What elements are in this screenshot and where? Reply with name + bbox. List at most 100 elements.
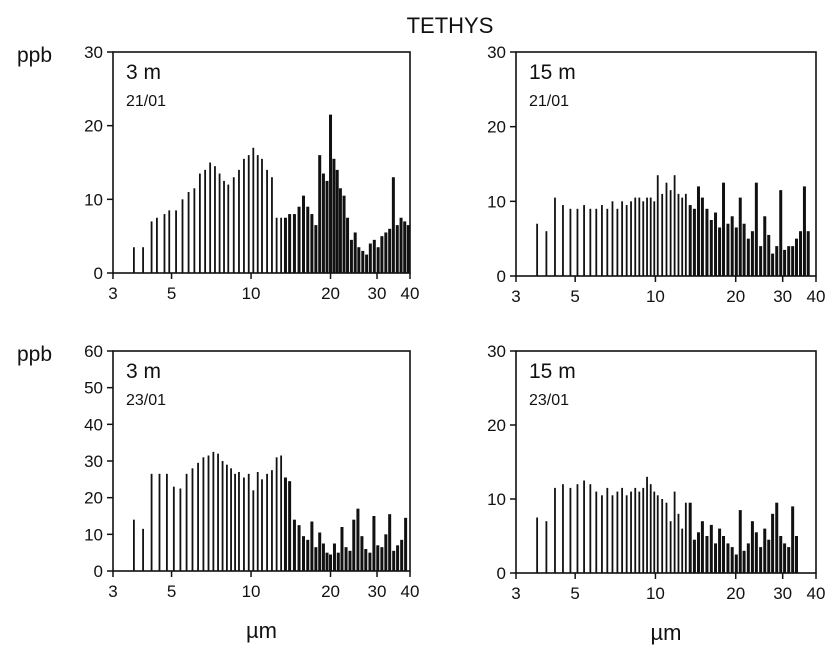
bar: [400, 539, 404, 571]
bar: [709, 524, 713, 573]
bar: [783, 249, 787, 276]
bar: [404, 517, 408, 571]
bar: [185, 473, 188, 571]
bar: [665, 502, 668, 573]
bar: [384, 232, 388, 273]
bar: [630, 491, 632, 573]
bar: [642, 201, 645, 276]
bar: [767, 234, 771, 276]
bar: [360, 536, 364, 571]
bar: [673, 491, 676, 573]
bar: [297, 525, 301, 571]
bar: [759, 547, 763, 573]
bar: [806, 231, 810, 276]
bar: [714, 543, 718, 573]
bar: [232, 177, 235, 273]
x-axis-label: µm: [650, 620, 681, 645]
bar: [771, 513, 775, 573]
bar: [261, 158, 263, 273]
date-label: 21/01: [529, 93, 569, 110]
bar: [681, 197, 684, 276]
x-tick-label: 5: [570, 287, 579, 306]
bar: [536, 517, 539, 573]
bar: [684, 193, 687, 276]
plot-frame: [112, 51, 411, 274]
panel-15m-2301: 0 10 20 30 3 5 10 20 30 40 15 m 23/01 µm: [487, 342, 825, 645]
bar: [283, 477, 287, 571]
bar: [722, 536, 726, 573]
bar: [318, 155, 322, 273]
bar: [763, 216, 767, 276]
bar: [396, 545, 400, 571]
bar: [325, 552, 329, 571]
bar: [391, 177, 395, 273]
x-tick-label: 30: [773, 287, 792, 306]
bar: [288, 214, 292, 273]
x-tick-label: 30: [368, 582, 387, 601]
bar: [266, 169, 268, 273]
bar: [616, 491, 619, 573]
bar: [554, 197, 556, 276]
bar: [214, 166, 216, 273]
bar: [718, 528, 722, 573]
y-tick-label: 30: [84, 452, 103, 471]
bar: [288, 481, 292, 571]
bar: [649, 197, 652, 276]
bar: [380, 236, 384, 273]
bar: [763, 528, 767, 573]
y-tick-label: 40: [84, 415, 103, 434]
bar: [684, 502, 687, 573]
bar: [332, 543, 336, 571]
plot-frame: [515, 350, 817, 574]
bar: [172, 486, 175, 571]
bar: [681, 528, 684, 573]
bar: [726, 543, 730, 573]
x-tick-label: 20: [726, 584, 745, 603]
bar: [634, 197, 637, 276]
bar: [234, 473, 236, 571]
bar: [625, 205, 628, 276]
bar: [746, 543, 750, 573]
bar: [225, 464, 228, 571]
bar: [165, 473, 168, 571]
y-tick-label: 10: [487, 192, 506, 211]
bar: [734, 554, 738, 573]
y-tick-label: 20: [84, 489, 103, 508]
y-tick-label: 0: [94, 562, 103, 581]
bar: [536, 223, 539, 276]
bar: [562, 205, 564, 276]
bar: [779, 190, 783, 276]
bar: [227, 184, 230, 273]
bar: [352, 519, 356, 571]
x-tick-label: 5: [167, 582, 176, 601]
bar: [310, 521, 314, 571]
bar: [677, 513, 680, 573]
bar: [230, 468, 232, 571]
x-tick-label: 40: [807, 287, 826, 306]
bar: [734, 227, 738, 276]
x-tick-label: 10: [242, 284, 261, 303]
date-label: 21/01: [126, 93, 166, 110]
x-tick-label: 10: [646, 287, 665, 306]
bar: [621, 201, 624, 276]
bar: [321, 543, 325, 571]
bar: [616, 208, 619, 276]
bar: [209, 162, 212, 273]
bar: [329, 554, 333, 571]
y-tick-label: 10: [487, 490, 506, 509]
bar: [275, 217, 278, 273]
bar: [271, 470, 273, 571]
y-tick-label: 0: [497, 564, 506, 583]
bar: [611, 495, 614, 573]
x-tick-label: 20: [321, 582, 340, 601]
bar: [310, 214, 314, 273]
bar: [661, 499, 664, 573]
bar: [759, 246, 763, 276]
bar: [638, 197, 641, 276]
bar: [775, 246, 779, 276]
bar: [746, 238, 750, 276]
y-tick-label: 10: [84, 190, 103, 209]
bar: [212, 451, 215, 571]
bar: [802, 186, 806, 276]
bar: [256, 155, 259, 273]
